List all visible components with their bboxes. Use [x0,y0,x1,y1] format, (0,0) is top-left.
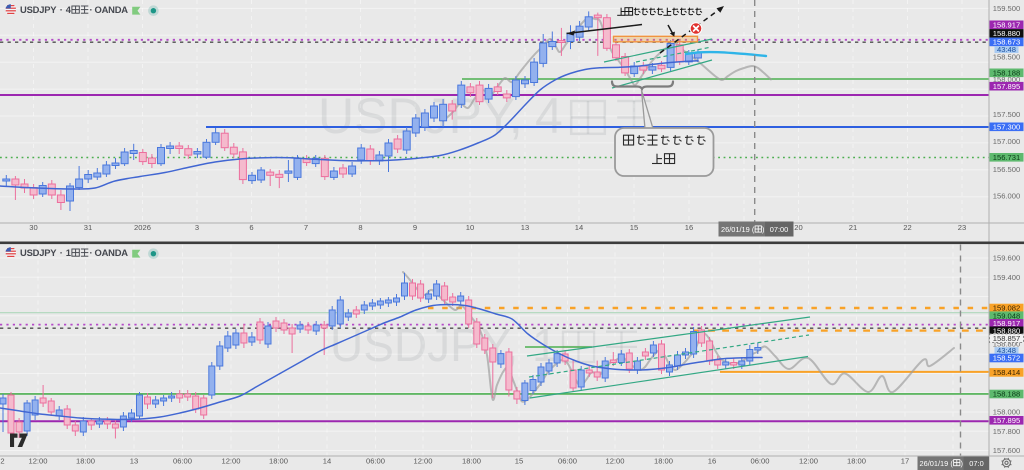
svg-text:43:48: 43:48 [997,45,1016,54]
svg-text:158.500: 158.500 [993,53,1020,62]
svg-text:158.857: 158.857 [993,334,1020,343]
svg-text:16: 16 [685,223,693,232]
svg-text:157.800: 157.800 [993,427,1020,436]
svg-text:20: 20 [794,223,802,232]
svg-text:156.000: 156.000 [993,192,1020,201]
svg-text:13: 13 [130,456,138,465]
svg-text:21: 21 [849,223,857,232]
svg-text:USDJPY: USDJPY [20,4,57,15]
svg-text:158.917: 158.917 [993,20,1020,29]
svg-text:·: · [89,247,92,258]
svg-text:158.880: 158.880 [993,326,1020,335]
svg-text:158.188: 158.188 [993,68,1020,77]
svg-text:158.414: 158.414 [993,368,1020,377]
svg-text:156.731: 156.731 [993,153,1020,162]
svg-text:26/01/19 (: 26/01/19 ( [721,225,755,234]
svg-text:): ) [961,459,963,468]
svg-text:7: 7 [304,223,308,232]
svg-text:18:00: 18:00 [269,456,288,465]
svg-text:31: 31 [84,223,92,232]
svg-text:158.800: 158.800 [993,340,1020,349]
svg-text:07:0: 07:0 [969,459,983,468]
svg-text:9: 9 [413,223,417,232]
svg-text:16: 16 [708,456,716,465]
svg-text:158.000: 158.000 [993,408,1020,417]
svg-text:26/01/19 (: 26/01/19 ( [920,459,954,468]
svg-text:14: 14 [575,223,583,232]
svg-text:): ) [762,225,764,234]
svg-text:2: 2 [0,456,4,465]
svg-text:157.895: 157.895 [993,416,1020,425]
svg-text:·: · [89,4,92,15]
svg-text:06:00: 06:00 [558,456,577,465]
svg-text:159.048: 159.048 [993,311,1020,320]
svg-text:18:00: 18:00 [654,456,673,465]
svg-text:158.000: 158.000 [993,75,1020,84]
svg-text:158.917: 158.917 [993,319,1020,328]
svg-text:15: 15 [515,456,523,465]
svg-text:158.880: 158.880 [993,29,1020,38]
svg-text:159.600: 159.600 [993,254,1020,263]
svg-text:159.500: 159.500 [993,4,1020,13]
svg-text:159.082: 159.082 [993,304,1020,313]
svg-text:30: 30 [29,223,37,232]
svg-text:18:00: 18:00 [847,456,866,465]
svg-text:156.500: 156.500 [993,165,1020,174]
svg-text:6: 6 [249,223,253,232]
svg-text:15: 15 [630,223,638,232]
svg-text:157.600: 157.600 [993,446,1020,455]
svg-text:USDJPY: USDJPY [20,247,57,258]
svg-text:12:00: 12:00 [28,456,47,465]
svg-text:157.000: 157.000 [993,137,1020,146]
svg-text:1: 1 [66,247,71,258]
svg-text:07:00: 07:00 [770,225,789,234]
svg-text:158.572: 158.572 [993,354,1020,363]
svg-text:10: 10 [466,223,474,232]
svg-text:12:00: 12:00 [221,456,240,465]
svg-text:159.400: 159.400 [993,273,1020,282]
svg-text:12:00: 12:00 [605,456,624,465]
svg-text:13: 13 [521,223,529,232]
svg-text:12:00: 12:00 [413,456,432,465]
svg-text:157.300: 157.300 [993,122,1020,131]
svg-text:157.500: 157.500 [993,110,1020,119]
svg-text:OANDA: OANDA [95,4,129,15]
svg-text:06:00: 06:00 [366,456,385,465]
svg-text:23: 23 [958,223,966,232]
svg-text:USDJPY,: USDJPY, [330,319,518,371]
svg-text:14: 14 [323,456,331,465]
svg-text:17: 17 [901,456,909,465]
svg-text:06:00: 06:00 [750,456,769,465]
svg-text:22: 22 [903,223,911,232]
svg-text:12:00: 12:00 [799,456,818,465]
svg-text:18:00: 18:00 [76,456,95,465]
svg-text:158.188: 158.188 [993,390,1020,399]
svg-text:18:00: 18:00 [462,456,481,465]
svg-text:4: 4 [535,88,563,144]
svg-text:2026: 2026 [134,223,151,232]
svg-text:·: · [60,247,63,258]
svg-text:8: 8 [358,223,362,232]
svg-text:157.895: 157.895 [993,82,1020,91]
svg-text:4: 4 [66,4,72,15]
svg-text:06:00: 06:00 [173,456,192,465]
svg-text:3: 3 [195,223,199,232]
svg-text:43:48: 43:48 [997,346,1016,355]
svg-text:OANDA: OANDA [95,247,129,258]
svg-text:·: · [60,4,63,15]
svg-text:158.673: 158.673 [993,38,1020,47]
